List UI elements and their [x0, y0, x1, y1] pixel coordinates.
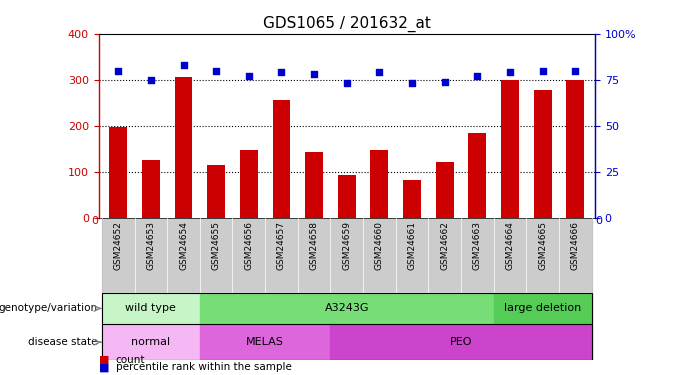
Text: GSM24652: GSM24652: [114, 221, 122, 270]
Bar: [330, 217, 363, 292]
Text: GSM24656: GSM24656: [244, 221, 254, 270]
Bar: [461, 217, 494, 292]
Text: GSM24665: GSM24665: [539, 221, 547, 270]
Bar: [428, 217, 461, 292]
Bar: [330, 324, 592, 360]
Title: GDS1065 / 201632_at: GDS1065 / 201632_at: [263, 16, 430, 32]
Bar: [135, 217, 167, 292]
Text: genotype/variation: genotype/variation: [0, 303, 98, 313]
Text: GSM24659: GSM24659: [342, 221, 352, 270]
Bar: [371, 150, 388, 217]
Text: GSM24666: GSM24666: [571, 221, 580, 270]
Bar: [102, 217, 135, 292]
Text: MELAS: MELAS: [246, 337, 284, 347]
Bar: [207, 165, 225, 218]
Text: GSM24663: GSM24663: [473, 221, 482, 270]
Text: large deletion: large deletion: [504, 303, 581, 313]
Bar: [403, 180, 421, 218]
Text: percentile rank within the sample: percentile rank within the sample: [116, 362, 292, 372]
Text: count: count: [116, 355, 145, 365]
Bar: [494, 217, 526, 292]
Bar: [200, 324, 330, 360]
Text: disease state: disease state: [29, 337, 98, 347]
Text: ■: ■: [99, 355, 109, 365]
Bar: [175, 77, 192, 218]
Point: [407, 80, 418, 86]
Text: 0: 0: [91, 216, 98, 226]
Point: [570, 68, 581, 74]
Text: wild type: wild type: [125, 303, 176, 313]
Bar: [469, 134, 486, 218]
Bar: [338, 175, 356, 217]
Bar: [265, 217, 298, 292]
Bar: [200, 292, 494, 324]
Point: [309, 71, 320, 77]
Bar: [102, 324, 200, 360]
Text: GSM24653: GSM24653: [146, 221, 155, 270]
Text: GSM24664: GSM24664: [506, 221, 515, 270]
Text: PEO: PEO: [450, 337, 473, 347]
Bar: [534, 90, 551, 218]
Text: GSM24657: GSM24657: [277, 221, 286, 270]
Bar: [559, 217, 592, 292]
Bar: [363, 217, 396, 292]
Point: [276, 69, 287, 75]
Bar: [501, 80, 519, 218]
Bar: [526, 217, 559, 292]
Text: GSM24661: GSM24661: [407, 221, 417, 270]
Text: GSM24662: GSM24662: [440, 221, 449, 270]
Point: [341, 80, 352, 86]
Bar: [436, 162, 454, 218]
Bar: [142, 160, 160, 218]
Text: ■: ■: [99, 362, 109, 372]
Bar: [305, 152, 323, 217]
Text: GSM24660: GSM24660: [375, 221, 384, 270]
Point: [374, 69, 385, 75]
Bar: [233, 217, 265, 292]
Bar: [494, 292, 592, 324]
Bar: [396, 217, 428, 292]
Point: [113, 68, 124, 74]
Point: [537, 68, 548, 74]
Point: [472, 73, 483, 79]
Point: [505, 69, 515, 75]
Point: [146, 77, 156, 83]
Text: GSM24658: GSM24658: [309, 221, 319, 270]
Bar: [167, 217, 200, 292]
Point: [178, 62, 189, 68]
Text: normal: normal: [131, 337, 171, 347]
Point: [211, 68, 222, 74]
Bar: [566, 80, 584, 218]
Bar: [298, 217, 330, 292]
Text: GSM24654: GSM24654: [179, 221, 188, 270]
Bar: [240, 150, 258, 217]
Text: GSM24655: GSM24655: [211, 221, 221, 270]
Point: [243, 73, 254, 79]
Text: 0: 0: [596, 216, 602, 226]
Text: A3243G: A3243G: [324, 303, 369, 313]
Point: [439, 78, 450, 84]
Bar: [109, 127, 127, 218]
Bar: [200, 217, 233, 292]
Bar: [273, 100, 290, 218]
Bar: [102, 292, 200, 324]
